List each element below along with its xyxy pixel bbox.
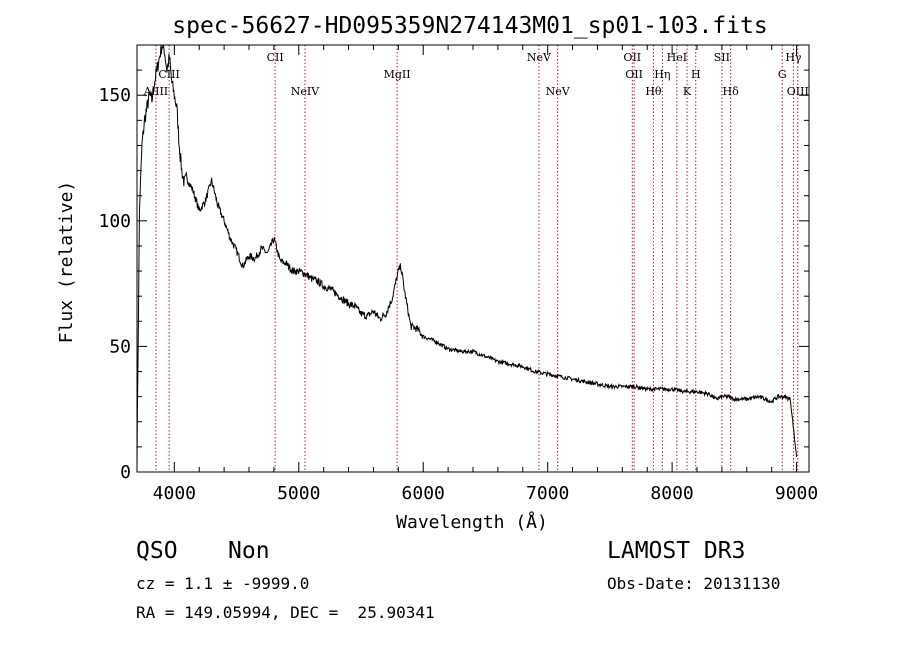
line-label: NeV — [527, 51, 552, 64]
axis-ticks: 4000 5000 6000 7000 8000 9000 0 50 100 150 — [98, 44, 818, 504]
line-label: K — [683, 85, 692, 98]
line-label: SII — [714, 51, 730, 64]
y-axis-label: Flux (relative) — [56, 181, 77, 344]
redshift-cz: cz = 1.1 ± -9999.0 — [136, 574, 310, 593]
line-label: HeI — [667, 51, 687, 64]
x-tick-label: 5000 — [277, 483, 320, 504]
object-subclass: Non — [228, 538, 270, 564]
chart-title: spec-56627-HD095359N274143M01_sp01-103.f… — [172, 13, 767, 39]
x-tick-label: 4000 — [153, 483, 196, 504]
line-label: NeV — [546, 85, 571, 98]
line-label: G — [778, 68, 787, 81]
line-label: MgII — [384, 68, 411, 81]
coordinates: RA = 149.05994, DEC = 25.90341 — [136, 603, 435, 622]
object-class: QSO — [136, 538, 178, 564]
line-label: OII — [625, 68, 643, 81]
x-tick-label: 7000 — [526, 483, 569, 504]
x-tick-label: 8000 — [650, 483, 693, 504]
plot-frame — [136, 44, 810, 473]
line-label: Hγ — [785, 51, 802, 64]
y-tick-label: 100 — [98, 211, 131, 232]
line-label: H — [691, 68, 701, 81]
line-label: Hη — [654, 68, 670, 81]
x-tick-label: 6000 — [402, 483, 445, 504]
obs-date: Obs-Date: 20131130 — [607, 574, 781, 593]
y-tick-label: 150 — [98, 85, 131, 106]
spectrum-line — [136, 44, 798, 468]
spectrum-series — [136, 44, 798, 468]
spectral-line-markers: AlIIICIIICIINeIVMgIINeVNeVOIIOIIHθHηHeIK… — [143, 45, 809, 472]
line-label: Hδ — [722, 85, 739, 98]
x-axis-label: Wavelength (Å) — [396, 511, 548, 533]
line-label: OIII — [787, 85, 809, 98]
y-tick-label: 50 — [109, 336, 131, 357]
line-label: NeIV — [291, 85, 320, 98]
line-label: CII — [267, 51, 284, 64]
line-label: OII — [623, 51, 641, 64]
line-label: Hθ — [645, 85, 662, 98]
y-tick-label: 0 — [120, 462, 131, 483]
line-label: CIII — [158, 68, 179, 81]
line-label: AlIII — [143, 85, 169, 98]
survey-label: LAMOST DR3 — [607, 538, 746, 564]
x-tick-label: 9000 — [775, 483, 818, 504]
